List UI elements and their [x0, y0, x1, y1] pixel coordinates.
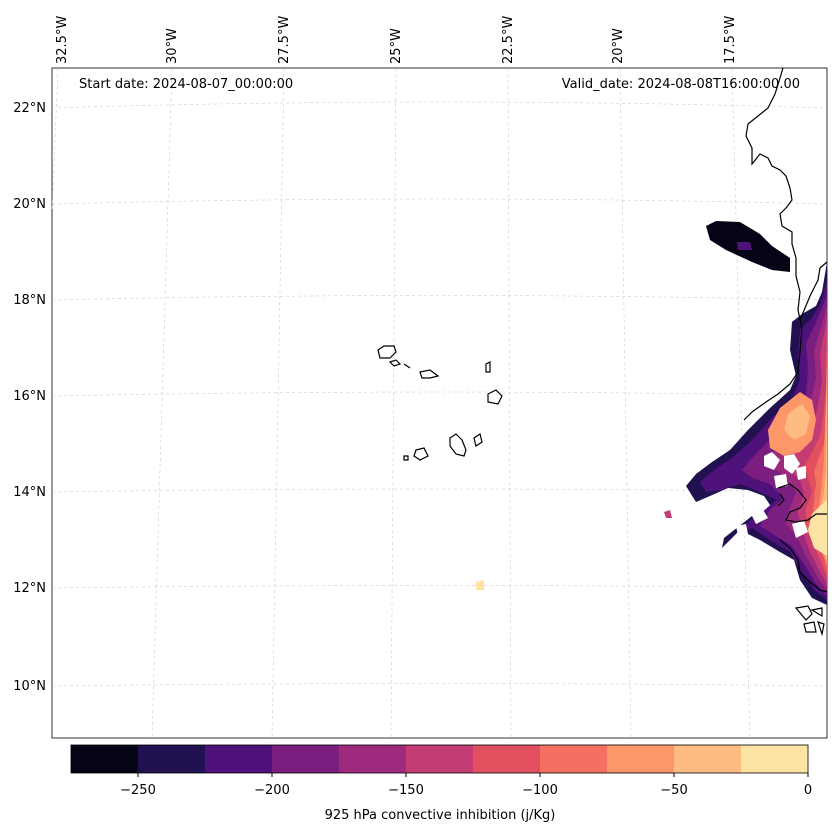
- lon-label: 20°W: [611, 28, 626, 64]
- mainland-coast: [743, 67, 803, 421]
- colorbar-segment: [205, 745, 273, 773]
- lat-label: 10°N: [13, 679, 46, 694]
- cin-patch-light: [784, 404, 810, 440]
- lat-label: 20°N: [13, 197, 46, 212]
- coastlines: [377, 67, 828, 637]
- lon-label: 17.5°W: [723, 16, 738, 64]
- cin-patch: [737, 242, 752, 250]
- colorbar-segment: [339, 745, 407, 773]
- colorbar-frame: [70, 744, 809, 774]
- latitude-labels: 22°N 20°N 18°N 16°N 14°N 12°N 10°N: [13, 101, 46, 694]
- colorbar-tick-label: −200: [254, 783, 290, 798]
- colorbar-tick-label: −100: [522, 783, 558, 798]
- lat-label: 22°N: [13, 101, 46, 116]
- cin-speck-west: [664, 510, 672, 518]
- colorbar-tick-label: 0: [804, 783, 812, 798]
- colorbar-segment: [272, 745, 340, 773]
- colorbar-segment: [473, 745, 541, 773]
- lat-label: 18°N: [13, 293, 46, 308]
- map-frame: [51, 67, 828, 739]
- colorbar-segment: [406, 745, 474, 773]
- island-fogo: [413, 447, 429, 461]
- start-date: Start date: 2024-08-07_00:00:00: [79, 77, 294, 92]
- colorbar-segment: [674, 745, 742, 773]
- colorbar-segment: [741, 745, 809, 773]
- island-santiago: [449, 433, 467, 457]
- gambia-coast: [777, 483, 827, 523]
- colorbar-segment: [540, 745, 608, 773]
- colorbar-segment: [71, 745, 139, 773]
- colorbar-ticks: −250 −200 −150 −100 −50 0: [120, 783, 812, 798]
- southern-coast: [779, 539, 828, 593]
- island-santo-antao: [377, 345, 397, 359]
- island-boa-vista: [487, 389, 503, 405]
- island-sao-vicente: [388, 359, 402, 367]
- colorbar: [70, 744, 809, 777]
- coast-inland: [799, 261, 828, 321]
- island-sal: [485, 361, 491, 373]
- colorbar-tick-label: −50: [660, 783, 687, 798]
- lon-label: 30°W: [165, 28, 180, 64]
- colorbar-label: 925 hPa convective inhibition (j/Kg): [324, 808, 556, 823]
- bissagos-islands: [794, 605, 825, 637]
- island-sao-nicolau: [419, 369, 440, 379]
- lat-label: 12°N: [13, 581, 46, 596]
- graticule: [51, 67, 828, 739]
- data-gaps: [736, 452, 808, 538]
- colorbar-segment: [138, 745, 206, 773]
- coast-notch: [777, 493, 785, 507]
- island-brava: [403, 455, 409, 461]
- lon-label: 27.5°W: [277, 16, 292, 64]
- island-santa-luzia: [403, 363, 411, 369]
- colorbar-tick-label: −150: [388, 783, 424, 798]
- lon-label: 22.5°W: [501, 16, 516, 64]
- island-maio: [473, 433, 483, 447]
- valid-date: Valid_date: 2024-08-08T16:00:00.00: [561, 77, 800, 92]
- lat-label: 14°N: [13, 485, 46, 500]
- cin-speck-south: [476, 580, 484, 590]
- lon-label: 25°W: [389, 28, 404, 64]
- lon-label: 32.5°W: [55, 16, 70, 64]
- colorbar-tick-label: −250: [120, 783, 156, 798]
- lat-label: 16°N: [13, 389, 46, 404]
- colorbar-segment: [607, 745, 675, 773]
- longitude-labels: 32.5°W 30°W 27.5°W 25°W 22.5°W 20°W 17.5…: [55, 16, 738, 64]
